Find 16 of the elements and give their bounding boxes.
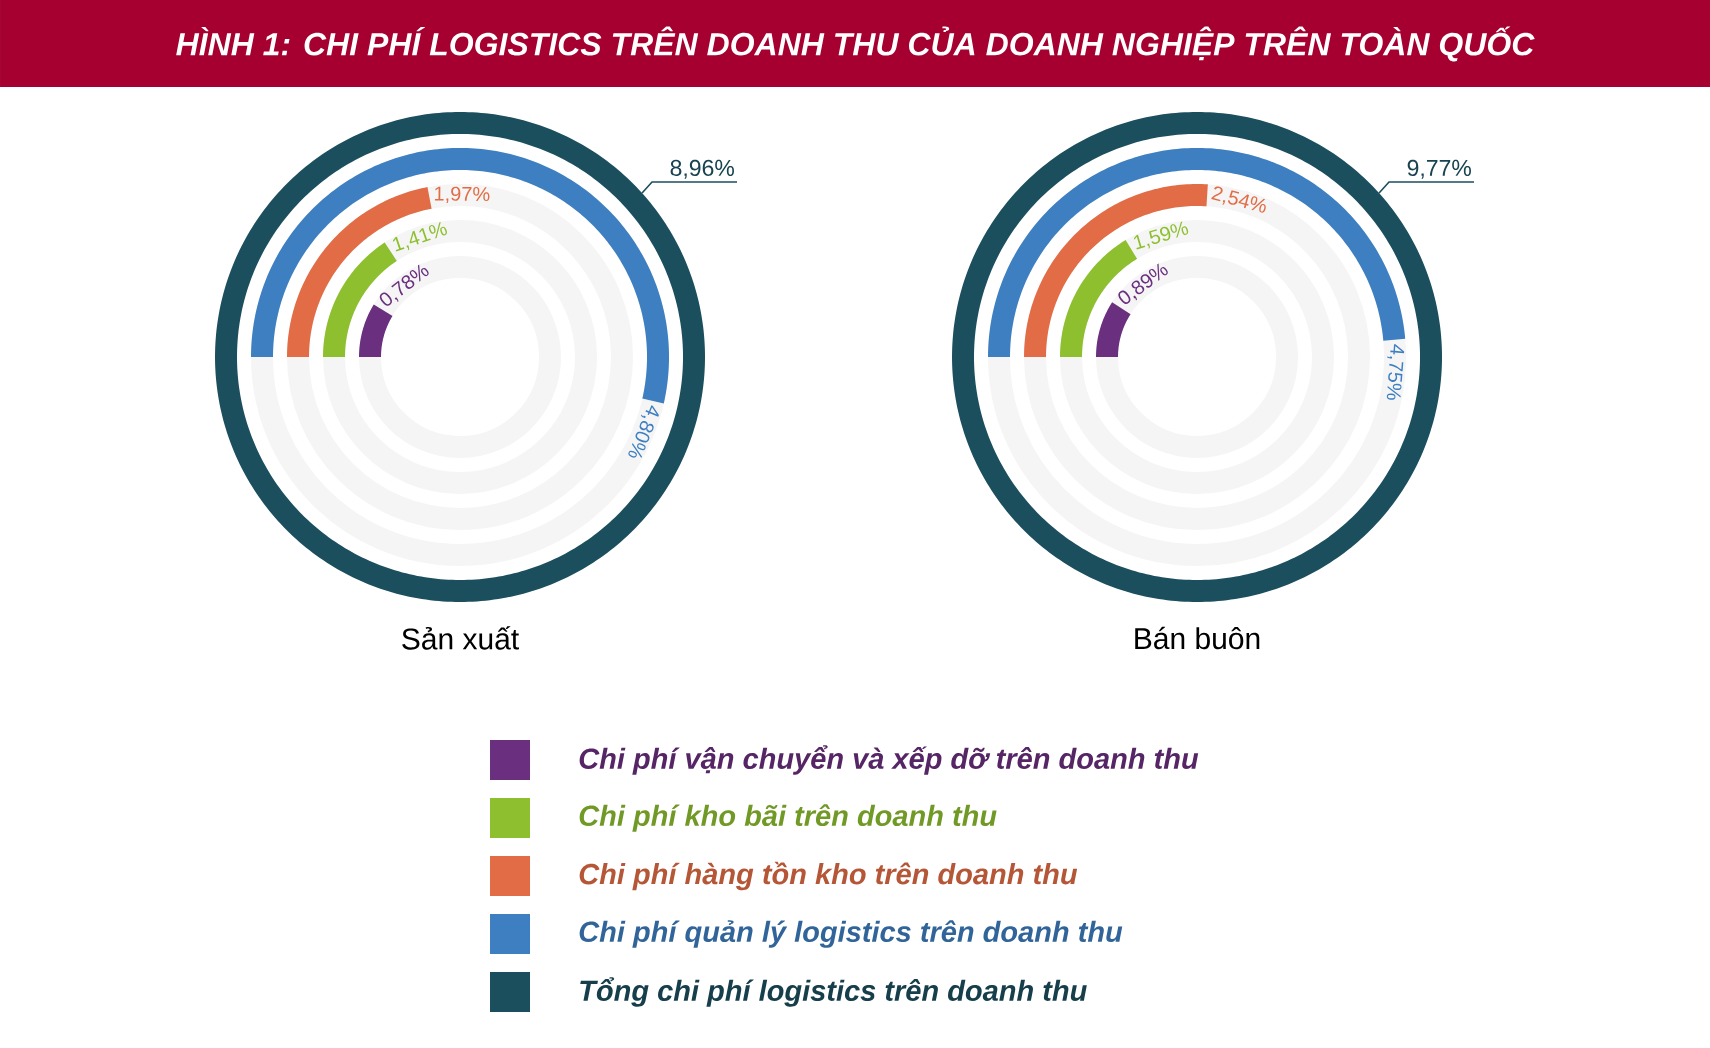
legend-label: Chi phí kho bãi trên doanh thu	[579, 804, 997, 832]
data-label: 8,96%	[670, 159, 734, 179]
legend-label: Chi phí quản lý logistics trên doanh thu	[579, 920, 1123, 948]
legend-label: Chi phí vận chuyển và xếp dỡ trên doanh thu	[579, 745, 1199, 775]
data-label: 9,77%	[1407, 159, 1471, 179]
legend-label: Chi phí hàng tồn kho trên doanh thu	[579, 861, 1078, 891]
data-label: 1,41%	[392, 221, 447, 252]
data-label: 4,80%	[628, 405, 659, 458]
legend-label: Tổng chi phí logistics trên doanh thu	[580, 977, 1087, 1007]
text: HÌNH 1: CHI PHÍ LOGISTICS TRÊN DOANH THU CỦA DOANH NGHIỆP TRÊN TOÀN QUỐC	[176, 26, 1535, 62]
category-label: Sản xuất	[402, 626, 519, 650]
data-label: 1,59%	[1133, 221, 1189, 250]
category-label: Bán buôn	[1135, 626, 1260, 650]
data-label: 1,97%	[434, 186, 490, 204]
data-label: 4,75%	[1386, 344, 1405, 400]
data-label: 2,54%	[1211, 186, 1266, 213]
